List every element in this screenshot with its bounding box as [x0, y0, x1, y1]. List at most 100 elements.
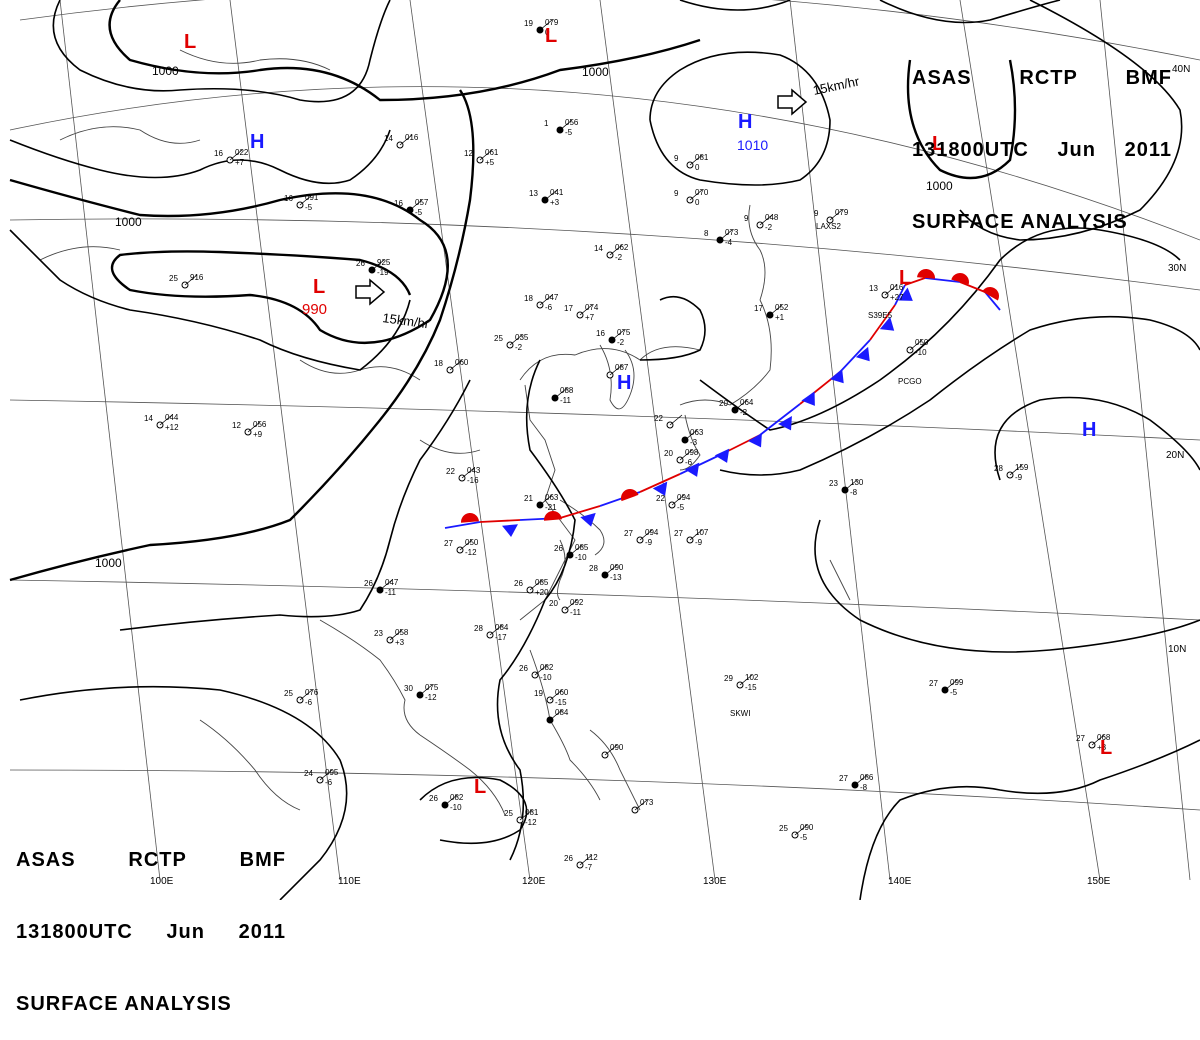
station-pressure: 063: [545, 493, 559, 502]
station-temperature: 16: [394, 199, 403, 208]
graticule-line: [19, 0, 1200, 61]
station-plot: 16 022+7: [214, 148, 249, 167]
low-pressure-center: L: [474, 776, 486, 798]
station-tendency: -19: [377, 268, 389, 277]
station-plot: 26 085-10: [554, 543, 589, 562]
wind-barb: [559, 119, 573, 131]
station-pressure: 044: [165, 413, 179, 422]
station-plot: 19 060-15: [534, 688, 569, 707]
station-plot: 17 052+1: [754, 303, 789, 322]
station-temperature: 26: [356, 259, 365, 268]
station-plot: 27 086-8: [839, 773, 874, 792]
wind-barb: [299, 689, 313, 701]
station-pressure: 090: [610, 743, 624, 752]
station-pressure: 047: [545, 293, 559, 302]
lon-label-140e: 140E: [888, 876, 912, 887]
wind-barb: [611, 329, 625, 341]
station-tendency: -10: [915, 348, 927, 357]
station-tendency: -8: [850, 488, 858, 497]
lon-label-110e: 110E: [338, 876, 361, 887]
station-tendency: -17: [495, 633, 507, 642]
graticule: [9, 0, 1200, 881]
station-tendency: -12: [425, 693, 437, 702]
wind-barb: [609, 364, 623, 376]
header-office: BMF: [1125, 67, 1172, 89]
station-tendency: 0: [695, 198, 700, 207]
warm-front-semicircle: [621, 489, 639, 502]
station-tendency: +12: [165, 423, 179, 432]
wind-barb: [719, 229, 733, 241]
station-plot: 28 159-9: [994, 463, 1029, 482]
station-temperature: 9: [674, 154, 679, 163]
wind-barb: [794, 824, 808, 836]
station-plot: 23 058+3: [374, 628, 409, 647]
wind-barb: [564, 599, 578, 611]
station-pressure: 056: [253, 420, 267, 429]
station-temperature: 9: [744, 214, 749, 223]
wind-barb: [549, 709, 563, 721]
station-pressure: 064: [740, 398, 754, 407]
lat-label-30n: 30N: [1168, 263, 1186, 274]
station-tendency: -5: [415, 208, 423, 217]
graticule-line: [9, 399, 1200, 441]
station-plot: 18 047-6: [524, 293, 559, 312]
wind-barb: [844, 479, 858, 491]
lat-label-20n: 20N: [1166, 450, 1184, 461]
station-plot: 18 060: [434, 358, 469, 374]
isobar: [19, 685, 348, 900]
station-pressure: 084: [495, 623, 509, 632]
isobar-label: 1000: [582, 65, 609, 79]
wind-barb: [579, 854, 593, 866]
station-temperature: 29: [724, 674, 733, 683]
station-tendency: +3: [550, 198, 560, 207]
graticule-line: [599, 0, 716, 881]
station-tendency: -11: [560, 396, 572, 405]
header-center: RCTP: [128, 849, 187, 871]
front-segment: [839, 339, 871, 373]
wind-barb: [1091, 734, 1105, 746]
low-pressure-center: L: [545, 25, 557, 47]
station-tendency: +5: [485, 158, 495, 167]
station-tendency: -10: [450, 803, 462, 812]
lon-label-150e: 150E: [1087, 876, 1111, 887]
station-temperature: 17: [564, 304, 573, 313]
coastline: [529, 649, 601, 801]
station-tendency: +1: [775, 313, 785, 322]
header-year: 2011: [1124, 139, 1172, 161]
station-plot: 090: [601, 743, 624, 759]
coastlines: [39, 49, 851, 816]
wind-barb: [689, 154, 703, 166]
wind-barb: [419, 684, 433, 696]
station-pressure: 075: [425, 683, 439, 692]
coastline: [599, 344, 635, 410]
station-pressure: 081: [525, 808, 539, 817]
header-bottom-left: ASAS RCTP BMF 131800UTC Jun 2011 SURFACE ANA…: [16, 800, 286, 1040]
station-plot: 25 076-6: [284, 688, 319, 707]
cold-front-triangle: [898, 287, 913, 301]
cold-front-triangle: [580, 512, 596, 527]
station-pressure: 060: [555, 688, 569, 697]
station-temperature: 30: [404, 684, 413, 693]
station-pressure: 016: [890, 283, 904, 292]
station-pressure: 107: [695, 528, 709, 537]
station-temperature: 20: [664, 449, 673, 458]
station-tendency: -12: [525, 818, 537, 827]
cold-front-triangle: [829, 368, 844, 384]
wind-barb: [529, 579, 543, 591]
station-temperature: 26: [564, 854, 573, 863]
station-temperature: 28: [474, 624, 483, 633]
front-segment: [869, 304, 896, 341]
station-tendency: -9: [695, 538, 703, 547]
coastline: [319, 619, 421, 736]
front-segment: [924, 277, 961, 283]
header-month: Jun: [166, 921, 205, 943]
station-pressure: 062: [615, 243, 629, 252]
station-pressure: 041: [550, 188, 564, 197]
front-segment: [559, 505, 601, 519]
station-pressure: 073: [725, 228, 739, 237]
isobar: [859, 739, 1200, 900]
header-product: SURFACE ANALYSIS: [16, 993, 232, 1015]
isobar: [879, 0, 1061, 24]
isobar: [719, 315, 1200, 476]
